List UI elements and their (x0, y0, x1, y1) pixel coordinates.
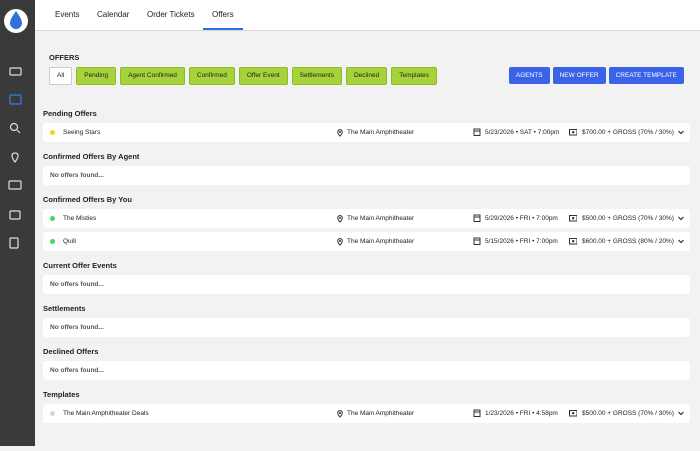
section: Confirmed Offers By Agent No offers found… (43, 142, 690, 185)
chevron-icon (678, 130, 684, 135)
filter-button[interactable]: Offer Event (238, 67, 288, 85)
price-icon (569, 410, 577, 417)
section-title: Confirmed Offers By You (43, 195, 132, 204)
section: Confirmed Offers By You The Misties The Ma… (43, 185, 690, 251)
filter-button[interactable]: Pending (76, 67, 117, 85)
filter-button[interactable]: Templates (391, 67, 437, 85)
section-title: Current Offer Events (43, 261, 117, 270)
offer-row[interactable]: The Misties The Main Amphitheater 5/29/202… (43, 209, 690, 228)
offer-date: 1/23/2026 • FRI • 4:58pm (485, 410, 558, 417)
chevron-icon (678, 216, 684, 221)
empty-message: No offers found... (50, 367, 104, 374)
offer-location: The Main Amphitheater (347, 215, 415, 222)
action-button[interactable]: CREATE TEMPLATE (608, 67, 684, 84)
offer-row[interactable]: The Main Amphitheater Deals The Main Amph… (43, 404, 690, 423)
section: Current Offer Events No offers found... (43, 251, 690, 294)
sidebar (0, 0, 35, 446)
price-icon (569, 238, 577, 245)
offer-location: The Main Amphitheater (347, 129, 415, 136)
section: Pending Offers Seeing Stars The Main Amphi… (43, 99, 690, 142)
offer-price: $700.00 + GROSS (70% / 30%) (582, 129, 674, 136)
offer-location: The Main Amphitheater (347, 238, 415, 245)
offer-date: 5/29/2026 • FRI • 7:00pm (485, 215, 558, 222)
empty-message: No offers found... (50, 172, 104, 179)
status-dot (50, 411, 55, 416)
location-icon (337, 128, 343, 137)
offer-row[interactable]: Seeing Stars The Main Amphitheater 5/23/20… (43, 123, 690, 142)
empty-row: No offers found... (43, 166, 690, 185)
filter-button[interactable]: Confirmed (188, 67, 235, 85)
sections: Pending Offers Seeing Stars The Main Amphi… (43, 99, 690, 423)
action-button[interactable]: AGENTS (508, 67, 550, 84)
empty-row: No offers found... (43, 275, 690, 294)
tab[interactable]: Events (55, 10, 80, 19)
filter-bar: All Pending Agent Confirmed Confirmed Offer … (49, 67, 437, 85)
location-icon (337, 409, 343, 418)
date-icon (473, 237, 481, 245)
status-dot (50, 216, 55, 221)
empty-row: No offers found... (43, 361, 690, 380)
date-icon (473, 214, 481, 222)
chevron-icon (678, 411, 684, 416)
empty-row: No offers found... (43, 318, 690, 337)
chevron-icon (678, 239, 684, 244)
section-title: Templates (43, 390, 80, 399)
empty-message: No offers found... (50, 324, 104, 331)
status-dot (50, 130, 55, 135)
section: Settlements No offers found... (43, 294, 690, 337)
section-title: Confirmed Offers By Agent (43, 152, 140, 161)
empty-message: No offers found... (50, 281, 104, 288)
filter-button[interactable]: All (49, 67, 73, 85)
section-title: Declined Offers (43, 347, 99, 356)
price-icon (569, 129, 577, 136)
tab[interactable]: Offers (203, 0, 243, 30)
offer-date: 5/15/2026 • FRI • 7:00pm (485, 238, 558, 245)
location-icon (337, 237, 343, 246)
location-icon (337, 214, 343, 223)
offer-row[interactable]: Quill The Main Amphitheater 5/15/2026 • FR… (43, 232, 690, 251)
offer-name: Quill (63, 238, 77, 245)
status-dot (50, 239, 55, 244)
tab-bar: Events Calendar Order Tickets Offers (35, 0, 700, 31)
offer-name: The Main Amphitheater Deals (63, 410, 149, 417)
offer-location: The Main Amphitheater (347, 410, 415, 417)
tab[interactable]: Order Tickets (147, 10, 195, 19)
filter-button[interactable]: Settlements (291, 67, 342, 85)
action-button[interactable]: NEW OFFER (552, 67, 606, 84)
date-icon (473, 128, 481, 136)
offer-price: $500.00 + GROSS (70% / 30%) (582, 215, 674, 222)
action-bar: AGENTS NEW OFFER CREATE TEMPLATE (508, 67, 684, 84)
sidebar-icons (4, 9, 28, 249)
section: Declined Offers No offers found... (43, 337, 690, 380)
offer-date: 5/23/2026 • SAT • 7:00pm (485, 129, 560, 136)
offer-name: The Misties (63, 215, 97, 222)
price-icon (569, 215, 577, 222)
offer-price: $600.00 + GROSS (80% / 20%) (582, 238, 674, 245)
offers-label: OFFERS (49, 53, 80, 62)
section: Templates The Main Amphitheater Deals The … (43, 380, 690, 423)
section-title: Settlements (43, 304, 86, 313)
filter-button[interactable]: Declined (345, 67, 388, 85)
section-title: Pending Offers (43, 109, 97, 118)
date-icon (473, 409, 481, 417)
offer-name: Seeing Stars (63, 129, 101, 136)
tab[interactable]: Calendar (97, 10, 130, 19)
filter-button[interactable]: Agent Confirmed (120, 67, 185, 85)
offer-price: $500.00 + GROSS (70% / 30%) (582, 410, 674, 417)
